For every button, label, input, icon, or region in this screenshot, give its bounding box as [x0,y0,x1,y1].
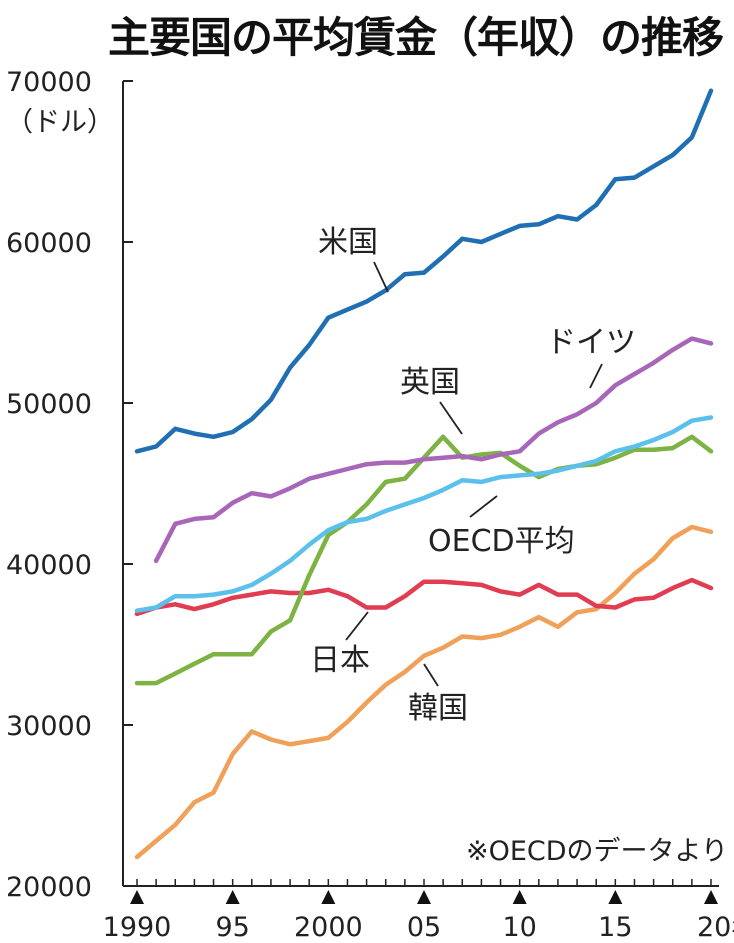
x-tick-label: 20年 [697,912,734,943]
x-tick-triangle [225,890,240,904]
series-label: OECD平均 [428,524,575,559]
x-tick-triangle [130,890,144,904]
series-line [134,524,714,860]
y-tick-label: 50000 [6,389,92,420]
series-line [153,336,714,564]
leader-line [589,363,603,389]
x-tick-triangle [321,890,336,904]
x-tick-triangle [512,890,527,904]
x-tick-label: 95 [215,912,249,943]
y-tick-label: 60000 [6,228,92,259]
x-tick-triangle [608,890,623,904]
leader-line [373,261,389,293]
x-tick-label: 15 [598,912,632,943]
x-tick-label: 05 [407,912,441,943]
series-line [134,88,714,454]
y-tick-label: 30000 [6,711,92,742]
y-tick-label: 40000 [6,550,92,581]
series-line [134,415,714,613]
x-tick-triangle [417,890,431,904]
source-note: ※OECDのデータより [466,836,728,867]
leader-line [345,611,369,641]
series-label: 日本 [310,643,370,678]
series-label: 英国 [400,365,460,400]
y-axis-label: （ドル） [6,107,114,138]
series-line [134,577,714,617]
x-tick-label: 10 [502,912,536,943]
chart-title: 主要国の平均賃金（年収）の推移 [108,13,724,62]
series-label: ドイツ [546,325,636,360]
series-line [134,434,714,686]
x-tick-label: 2000 [294,912,363,943]
x-tick-triangle [704,890,718,904]
series-label: 韓国 [408,691,468,726]
leader-line [439,401,463,435]
y-tick-label: 70000 [6,67,92,98]
series-label: 米国 [318,225,378,260]
leader-line [423,663,439,687]
leader-line [469,495,498,518]
axes: 70000 60000 50000 40000 30000 20000 1990 95 2000… [6,67,734,943]
series-lines [134,88,714,860]
x-tick-label: 1990 [103,912,172,943]
y-tick-label: 20000 [6,872,92,903]
